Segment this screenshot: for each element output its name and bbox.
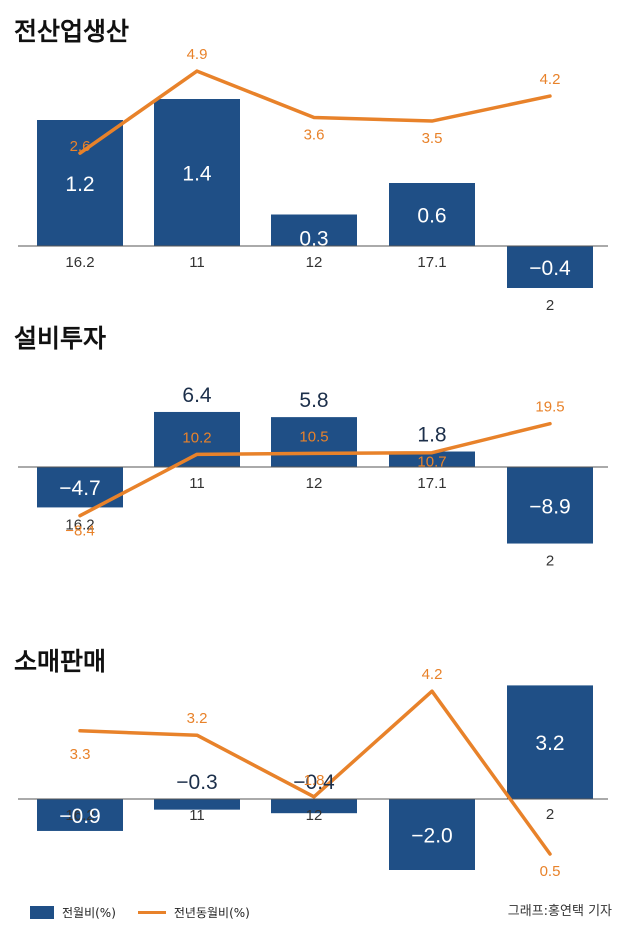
- line-value-label: 10.2: [182, 429, 211, 446]
- line-value-label: 0.5: [540, 863, 561, 880]
- chart-panel-1: 전산업생산 16.2 11 12 17.1 2 1.2 1.4 0.3 0.6 −0.4 2.6 4.9…: [14, 17, 608, 314]
- bar: [507, 685, 593, 799]
- graph-credit: 그래프:홍연택 기자: [507, 904, 612, 919]
- bar: [507, 467, 593, 544]
- tick-label: 2: [546, 553, 554, 570]
- bar-value-label: 5.8: [299, 389, 328, 412]
- bar-value-label: 1.8: [417, 424, 446, 447]
- bar: [154, 411, 240, 467]
- bar-value-label: 6.4: [182, 384, 212, 407]
- legend-bar-label: 전월비(%): [62, 905, 116, 920]
- bar-value-label: −8.9: [529, 495, 570, 518]
- bar-value-label: −0.3: [176, 771, 217, 794]
- chart-panel-3: 소매판매16.2111217.12−0.9−0.3−0.4−2.03.23.33…: [14, 647, 608, 880]
- bar: [389, 799, 475, 870]
- bar-value-label: 1.4: [182, 163, 212, 186]
- line-value-label: 4.2: [540, 71, 561, 88]
- tick-label: 2: [546, 297, 554, 314]
- line-value-label: 10.7: [417, 454, 446, 471]
- bar: [271, 417, 357, 467]
- tick-label: 17.1: [417, 475, 446, 492]
- tick-label: 12: [306, 254, 323, 271]
- tick-label: 2: [546, 806, 554, 823]
- tick-label: 11: [189, 254, 205, 271]
- bar: [271, 799, 357, 814]
- line-value-label: 4.9: [187, 46, 208, 63]
- line-value-label: 4.2: [422, 666, 443, 683]
- tick-label: 12: [306, 807, 323, 824]
- line-value-label: 3.3: [70, 746, 91, 763]
- bar: [389, 451, 475, 467]
- tick-label: 12: [306, 475, 323, 492]
- bar-value-label: 1.2: [65, 173, 94, 196]
- bar-value-label: −4.7: [59, 477, 100, 500]
- legend-line-swatch: [137, 910, 166, 914]
- bar-value-label: −0.4: [293, 771, 335, 794]
- bar-value-label: −0.9: [59, 805, 100, 828]
- tick-label: 16.2: [65, 516, 94, 533]
- combo-charts: 전산업생산 16.2 11 12 17.1 2 1.2 1.4 0.3 0.6 −0.4 2.6 4.9…: [14, 17, 608, 880]
- legend-bar-swatch: [30, 905, 54, 919]
- bar-value-label: 3.2: [535, 732, 564, 755]
- bar: [389, 183, 475, 246]
- tick-label: 16.2: [65, 254, 94, 271]
- line-value-label: 19.5: [535, 399, 564, 416]
- tick-label: 17.1: [417, 254, 446, 271]
- panel-title: 전산업생산: [14, 17, 129, 46]
- panel-title: 설비투자: [14, 324, 106, 353]
- tick-label: 11: [189, 807, 205, 824]
- tick-label: 11: [189, 475, 205, 492]
- bar-value-label: −0.4: [529, 257, 571, 280]
- tick-label: 16.2: [65, 807, 94, 824]
- bar: [154, 799, 240, 810]
- bar: [154, 99, 240, 246]
- bar-value-label: 0.6: [417, 205, 446, 228]
- bar-value-label: −2.0: [411, 825, 452, 848]
- line-value-label: 10.5: [299, 428, 328, 445]
- line-value-label: 2.6: [70, 138, 91, 155]
- line-value-label: 3.5: [422, 130, 443, 147]
- bar: [37, 120, 123, 246]
- chart-panel-2: 설비투자 16.2 11 12 17.1 2 −4.7 6.4 5.8 1.8 −8.9 −8.4 10…: [14, 324, 608, 570]
- line-value-label: 1.8: [304, 772, 325, 789]
- bar-value-label: 0.3: [299, 227, 328, 250]
- line-value-label: 3.6: [304, 126, 325, 143]
- line-value-label: 3.2: [187, 710, 208, 727]
- bar: [271, 214, 357, 246]
- line-value-label: −8.4: [65, 523, 95, 540]
- bar: [507, 246, 593, 288]
- legend: 전월비(%) 전년동월비(%): [30, 903, 250, 921]
- panel-title: 소매판매: [14, 647, 106, 676]
- bar: [37, 799, 123, 831]
- legend-line-label: 전년동월비(%): [173, 905, 250, 920]
